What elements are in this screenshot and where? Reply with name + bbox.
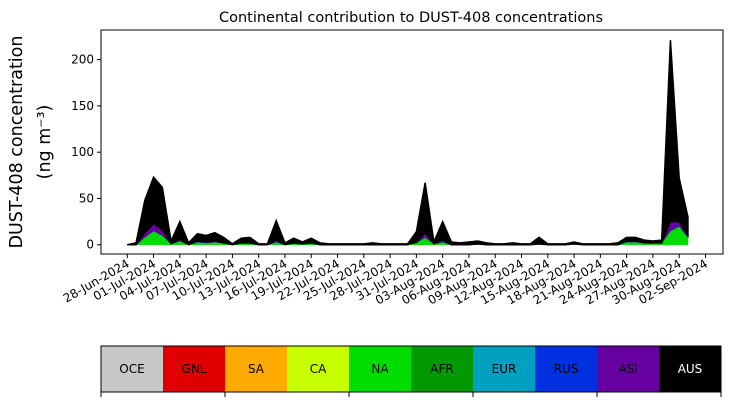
legend-swatch — [535, 346, 597, 392]
legend-swatch — [659, 346, 721, 392]
legend-label: RUS — [554, 362, 579, 376]
legend-label: NA — [371, 362, 389, 376]
legend-swatch — [101, 346, 163, 392]
plot-frame — [100, 29, 724, 255]
legend-label: CA — [310, 362, 327, 376]
y-tick-label: 200 — [71, 53, 94, 67]
legend-swatch — [411, 346, 473, 392]
legend-label: SA — [248, 362, 265, 376]
plot-area — [127, 40, 689, 246]
legend-label: EUR — [492, 362, 517, 376]
area — [127, 40, 689, 246]
legend-swatch — [287, 346, 349, 392]
legend-swatch — [473, 346, 535, 392]
legend-swatch — [349, 346, 411, 392]
y-tick-label: 100 — [71, 145, 94, 159]
legend-swatch — [597, 346, 659, 392]
legend-frame — [100, 345, 722, 393]
legend-swatch — [225, 346, 287, 392]
legend-label: ASI — [618, 362, 637, 376]
y-tick-label: 0 — [86, 238, 94, 252]
legend-label: AFR — [430, 362, 453, 376]
y-tick-label: 50 — [79, 191, 94, 205]
y-tick-label: 150 — [71, 99, 94, 113]
legend: OCE GNL SA CA NA AFR EUR RUS ASI AUS — [100, 345, 722, 397]
legend-label: GNL — [182, 362, 207, 376]
y-axis-label: DUST-408 concentration — [7, 36, 27, 249]
chart-title: Continental contribution to DUST-408 con… — [219, 10, 603, 26]
legend-label: OCE — [119, 362, 144, 376]
legend-label: AUS — [678, 362, 703, 376]
y-axis-label: (ng m⁻³) — [35, 105, 55, 180]
legend-swatch — [163, 346, 225, 392]
